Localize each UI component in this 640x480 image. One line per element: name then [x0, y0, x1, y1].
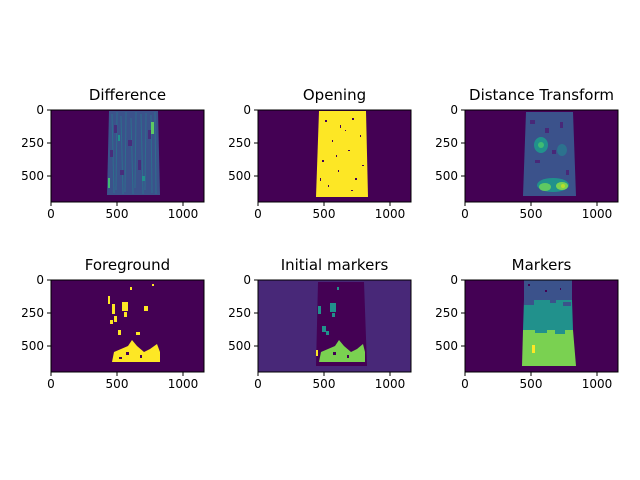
x-tick-label: 1000 [375, 207, 406, 221]
y-tick-label: 500 [21, 169, 44, 183]
panel-title: Markers [512, 256, 572, 274]
y-ticks [461, 109, 465, 177]
x-tick-label: 0 [254, 207, 262, 221]
panel-title: Foreground [85, 256, 170, 274]
x-tick-label: 1000 [582, 377, 613, 391]
panel-title: Difference [89, 86, 166, 104]
panel-distance-transform: Distance Transform 0 500 1000 0 [435, 86, 619, 221]
x-tick-label: 0 [254, 377, 262, 391]
y-tick-label: 250 [435, 136, 458, 150]
y-ticks [47, 279, 51, 347]
x-tick-label: 0 [461, 377, 469, 391]
panel-title: Initial markers [281, 256, 389, 274]
y-tick-label: 500 [21, 339, 44, 353]
panel-title: Distance Transform [469, 86, 614, 104]
y-tick-label: 250 [21, 306, 44, 320]
x-ticks [257, 202, 391, 206]
x-tick-label: 1000 [375, 377, 406, 391]
markers-image [465, 280, 618, 372]
x-tick-label: 0 [47, 377, 55, 391]
y-tick-label: 0 [450, 273, 458, 287]
panel-difference: Difference 0 500 [21, 86, 205, 221]
x-tick-label: 500 [520, 377, 543, 391]
y-tick-label: 250 [435, 306, 458, 320]
x-tick-label: 1000 [168, 377, 199, 391]
y-tick-label: 500 [435, 339, 458, 353]
x-tick-label: 500 [520, 207, 543, 221]
x-ticks [50, 372, 184, 376]
distance-transform-image [465, 110, 618, 202]
y-tick-label: 500 [435, 169, 458, 183]
y-tick-label: 0 [243, 273, 251, 287]
x-tick-label: 1000 [168, 207, 199, 221]
y-tick-label: 250 [21, 136, 44, 150]
x-ticks [464, 202, 598, 206]
y-ticks [47, 109, 51, 177]
x-ticks [464, 372, 598, 376]
panel-markers: Markers 0 500 1000 [435, 256, 619, 391]
x-tick-label: 500 [106, 377, 129, 391]
y-tick-label: 0 [243, 103, 251, 117]
x-ticks [50, 202, 184, 206]
y-tick-label: 0 [36, 273, 44, 287]
y-tick-label: 500 [228, 169, 251, 183]
x-tick-label: 500 [106, 207, 129, 221]
initial-markers-image [258, 280, 411, 372]
panel-opening: Opening 0 500 1000 0 250 50 [228, 86, 412, 221]
panel-title: Opening [303, 86, 366, 104]
y-tick-label: 0 [450, 103, 458, 117]
y-ticks [254, 279, 258, 347]
y-tick-label: 0 [36, 103, 44, 117]
foreground-image [51, 280, 204, 372]
panel-foreground: Foreground 0 500 1000 [21, 256, 205, 391]
y-tick-label: 250 [228, 136, 251, 150]
x-ticks [257, 372, 391, 376]
y-ticks [254, 109, 258, 177]
y-ticks [461, 279, 465, 347]
y-tick-label: 250 [228, 306, 251, 320]
x-tick-label: 500 [313, 207, 336, 221]
panel-initial-markers: Initial markers 0 500 1000 0 250 50 [228, 256, 412, 391]
y-tick-label: 500 [228, 339, 251, 353]
x-tick-label: 0 [461, 207, 469, 221]
x-tick-label: 1000 [582, 207, 613, 221]
x-tick-label: 500 [313, 377, 336, 391]
x-tick-label: 0 [47, 207, 55, 221]
opening-image [258, 110, 411, 202]
difference-image [51, 110, 204, 202]
